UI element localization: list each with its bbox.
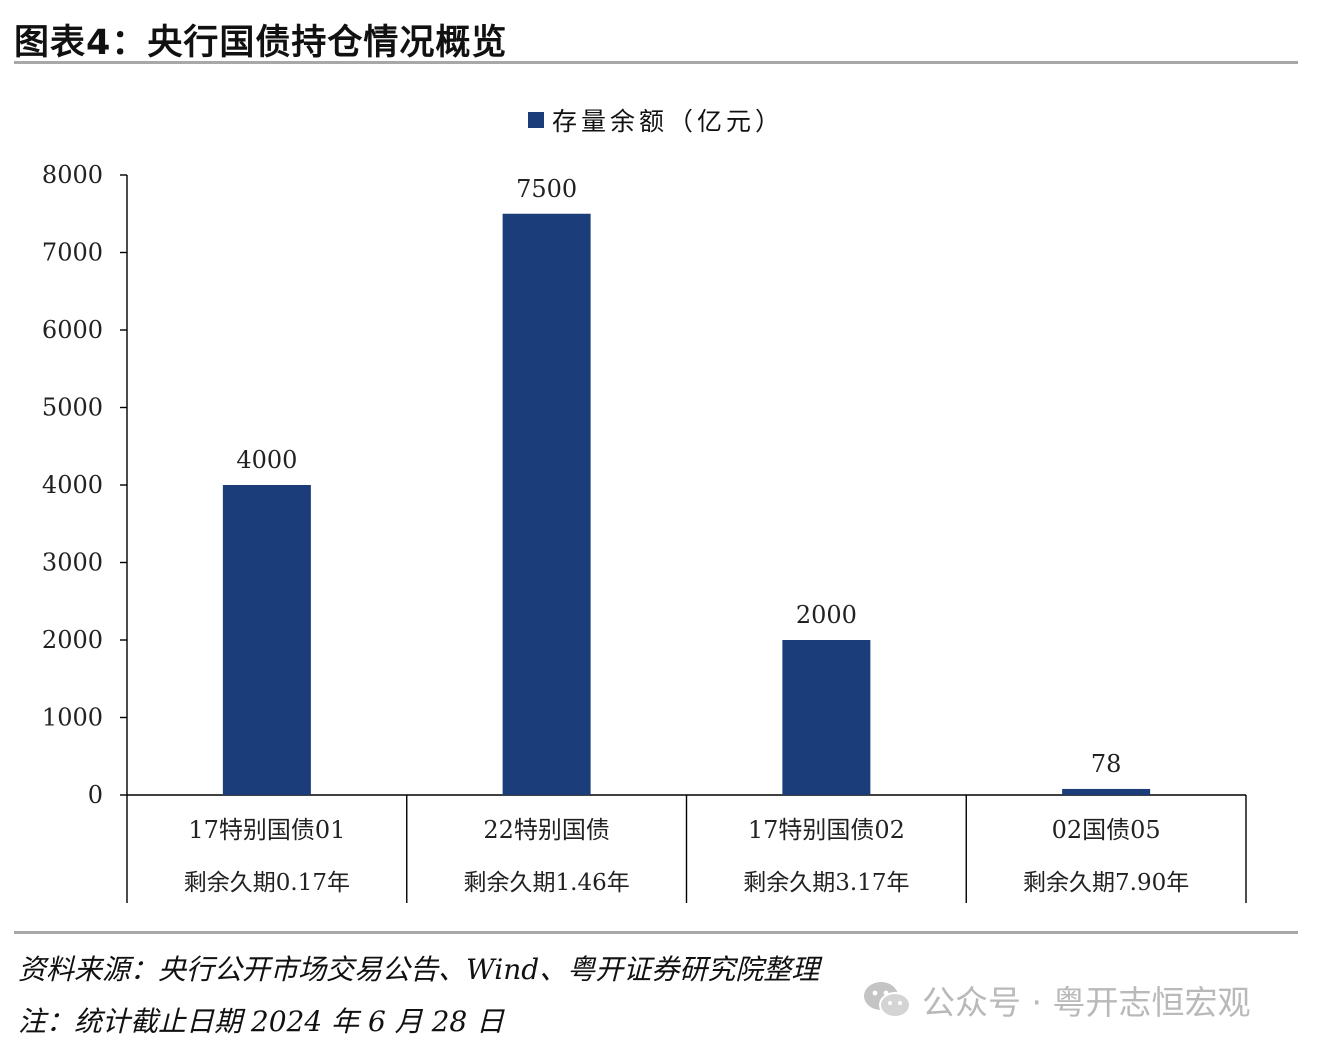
y-tick-label: 4000 — [42, 471, 103, 499]
x-category-label: 17特别国债02 — [748, 816, 905, 844]
x-category-label: 17特别国债01 — [188, 816, 345, 844]
bar-chart: 0 1000 2000 3000 4000 5000 6000 7000 8000 4000 17… — [42, 161, 1247, 903]
watermark-text: 公众号 · 粤开志恒宏观 — [922, 983, 1251, 1022]
x-category-label: 02国债05 — [1052, 816, 1161, 844]
x-duration-label: 剩余久期7.90年 — [1023, 870, 1189, 896]
y-tick-label: 2000 — [42, 626, 103, 654]
legend-swatch — [528, 112, 544, 128]
data-label: 2000 — [796, 601, 857, 629]
y-tick-label: 3000 — [42, 549, 103, 577]
watermark: 公众号 · 粤开志恒宏观 — [862, 976, 1250, 1024]
top-divider — [14, 61, 1298, 64]
y-tick-label: 0 — [88, 781, 103, 809]
data-label: 78 — [1091, 750, 1122, 778]
wechat-icon — [864, 982, 911, 1018]
x-duration-label: 剩余久期3.17年 — [743, 870, 909, 896]
y-tick-label: 7000 — [42, 239, 103, 267]
y-tick-label: 1000 — [42, 704, 103, 732]
bar — [782, 640, 871, 795]
y-tick-label: 8000 — [42, 161, 103, 189]
x-duration-label: 剩余久期0.17年 — [184, 870, 350, 896]
y-tick-label: 5000 — [42, 394, 103, 422]
chart-legend: 存量余额（亿元） — [528, 102, 784, 138]
x-duration-label: 剩余久期1.46年 — [464, 870, 630, 896]
bar — [1062, 788, 1151, 795]
date-note: 注：统计截止日期 2024 年 6 月 28 日 — [18, 1005, 505, 1038]
bottom-divider — [14, 931, 1298, 934]
figure-title: 图表4：央行国债持仓情况概览 — [14, 23, 508, 63]
data-label: 4000 — [236, 446, 297, 474]
y-tick-label: 6000 — [42, 316, 103, 344]
legend-label: 存量余额（亿元） — [552, 107, 785, 136]
bar — [502, 213, 591, 795]
source-note: 资料来源：央行公开市场交易公告、Wind、粤开证券研究院整理 — [18, 953, 820, 986]
data-label: 7500 — [516, 175, 577, 203]
bar — [222, 485, 311, 795]
x-category-label: 22特别国债 — [483, 816, 610, 844]
